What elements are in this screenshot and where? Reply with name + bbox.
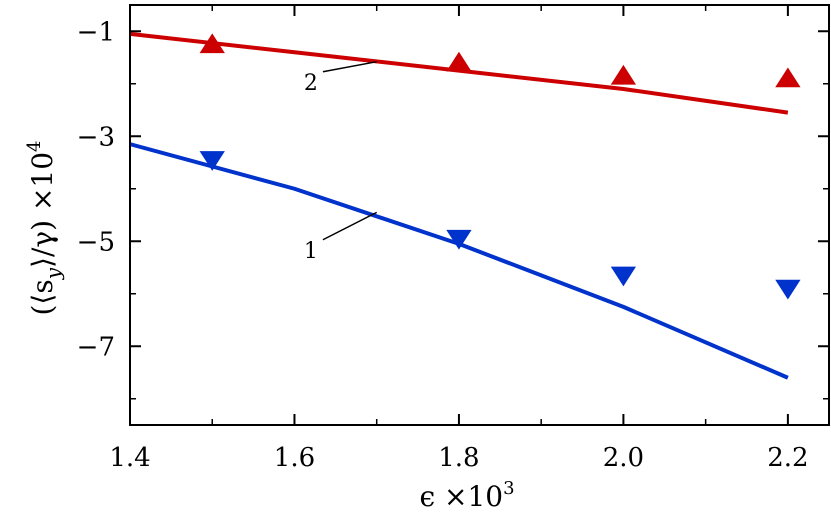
data-point-1 [775,279,801,300]
data-point-2 [446,51,472,72]
x-tick-label: 1.8 [438,443,479,473]
x-tick-label: 2.2 [767,443,808,473]
x-tick-label: 1.6 [274,443,315,473]
y-tick-label: −5 [77,227,115,257]
annotation-label: 2 [304,71,318,96]
data-point-2 [610,64,637,85]
y-tick-label: −3 [77,122,115,152]
annotation-2: 2 [304,60,377,96]
plot-frame [129,4,830,426]
annotation-leader [322,60,377,73]
y-tick-label: −7 [77,332,115,362]
x-tick-label: 2.0 [603,443,644,473]
data-point-1 [446,229,472,250]
x-tick-label: 1.4 [109,443,150,473]
x-axis-label: ϵ ×103 [419,478,514,513]
x-axis: 1.4 1.6 1.8 2.0 2.2 [109,5,809,473]
data-point-1 [199,151,225,171]
data-point-1 [610,266,637,287]
plot-area: 21 [129,31,801,380]
annotation-label: 1 [304,239,318,264]
series-line-2 [129,31,789,115]
y-axis: −1 −3 −5 −7 [77,17,829,400]
data-point-2 [775,67,801,88]
series-2 [129,31,801,115]
data-point-2 [199,33,225,54]
series-line-1 [129,142,789,380]
annotation-leader [322,211,378,241]
annotation-1: 1 [304,211,378,264]
y-tick-label: −1 [77,17,115,47]
series-1 [129,142,801,380]
y-axis-label: (⟨sy⟩/γ) ×104 [24,141,65,316]
